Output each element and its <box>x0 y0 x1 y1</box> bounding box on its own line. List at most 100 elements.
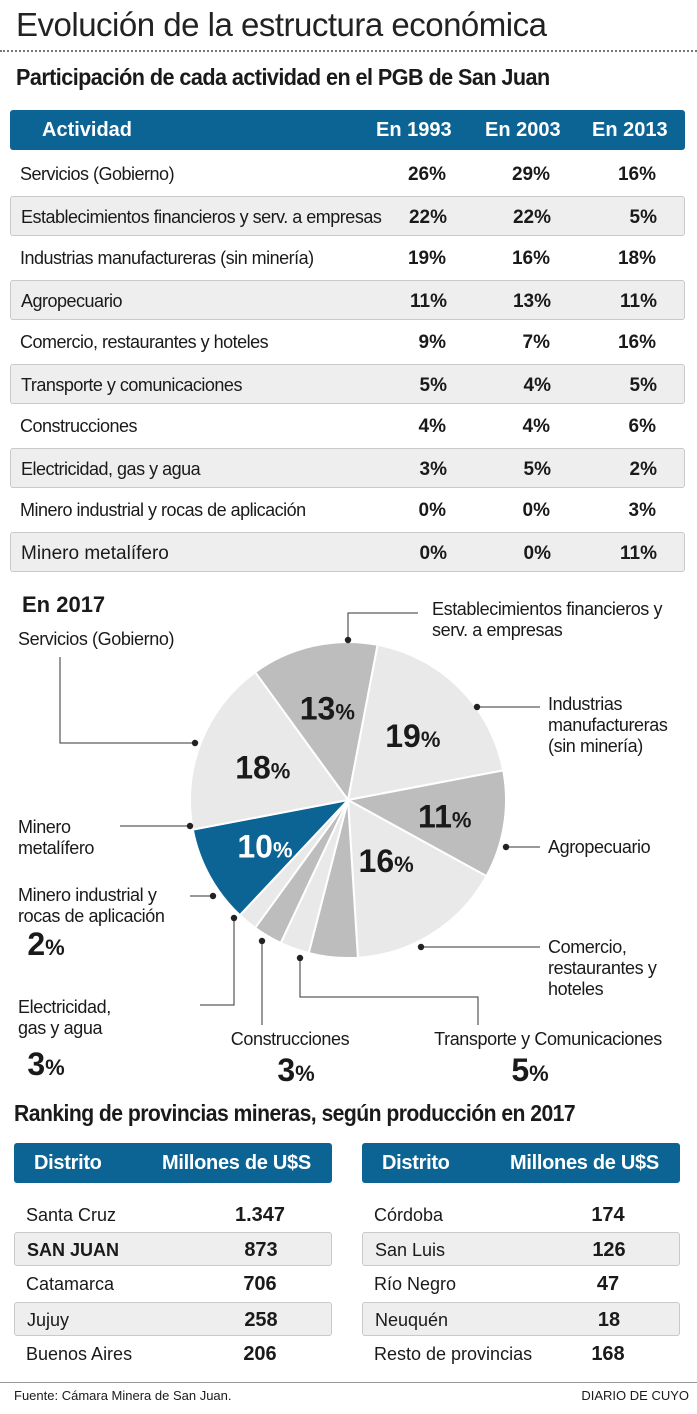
ranking-row: Córdoba 174 <box>362 1198 680 1232</box>
table-row: Servicios (Gobierno) 26% 29% 16% <box>10 154 685 194</box>
value-1993: 3% <box>419 459 447 480</box>
value-2003: 7% <box>522 332 550 353</box>
district-name: Jujuy <box>27 1310 70 1330</box>
pie-title: En 2017 <box>22 592 106 617</box>
value-2013: 18% <box>617 248 656 269</box>
activity-name: Comercio, restaurantes y hoteles <box>20 332 269 352</box>
value-1993: 0% <box>418 500 446 521</box>
table-row: Establecimientos financieros y serv. a e… <box>10 196 685 236</box>
table-header: Actividad En 1993 En 2003 En 2013 <box>10 110 685 150</box>
ranking-header-right: Distrito Millones de U$S <box>362 1143 680 1183</box>
district-name: Río Negro <box>374 1274 457 1294</box>
activity-name: Minero metalífero <box>21 543 169 564</box>
ranking-row: San Luis 126 <box>362 1232 680 1266</box>
pie-slice-mmet <box>191 798 351 917</box>
leader-dot-cons <box>258 937 266 945</box>
value-2003: 5% <box>523 459 551 480</box>
slice-value-ind: 19% <box>385 718 440 754</box>
slice-label-com: Comercio, restaurantes y hoteles <box>548 937 657 999</box>
slice-value-mmet: 10% <box>237 829 292 865</box>
slice-value-agro: 11% <box>418 798 471 834</box>
column-header-district: Distrito <box>382 1152 450 1174</box>
value-2003: 16% <box>511 248 550 269</box>
value-1993: 22% <box>408 207 447 228</box>
activity-name: Servicios (Gobierno) <box>20 164 175 184</box>
value-2013: 2% <box>629 459 657 480</box>
slice-value-cons: 3% <box>277 1052 314 1088</box>
slice-label-fin: Establecimientos financieros y serv. a em… <box>432 599 663 640</box>
ranking-row: Jujuy 258 <box>14 1302 332 1336</box>
column-header-1993: En 1993 <box>376 119 452 141</box>
leader-dot-mmet <box>186 822 194 830</box>
leader-dot-trans <box>296 954 304 962</box>
source-note: Fuente: Cámara Minera de San Juan. <box>14 1388 232 1403</box>
value-2013: 11% <box>620 543 657 564</box>
table-row: Industrias manufactureras (sin minería) 1… <box>10 238 685 278</box>
table-row: Agropecuario 11% 13% 11% <box>10 280 685 320</box>
slice-value-elec: 3% <box>27 1046 64 1082</box>
ranking-row: Resto de provincias 168 <box>362 1337 680 1371</box>
value-1993: 5% <box>419 375 447 396</box>
leader-dot-ind <box>473 703 481 711</box>
value-2003: 0% <box>522 500 550 521</box>
column-header-activity: Actividad <box>42 119 133 141</box>
district-name: San Luis <box>375 1240 446 1260</box>
slice-label-elec: Electricidad, gas y agua <box>18 997 111 1038</box>
value-2013: 5% <box>629 375 657 396</box>
value-2013: 11% <box>620 291 657 312</box>
slice-label-agro: Agropecuario <box>548 837 651 857</box>
pie-slice-com <box>346 798 488 959</box>
district-value: 168 <box>591 1343 625 1365</box>
brand-logo: DIARIO DE CUYO <box>581 1388 689 1403</box>
district-name: Catamarca <box>26 1274 115 1294</box>
leader-dot-com <box>417 943 425 951</box>
table-row: Minero industrial y rocas de aplicación 0… <box>10 490 685 530</box>
activity-name: Establecimientos financieros y serv. a e… <box>21 207 382 227</box>
leader-dot-agro <box>502 843 510 851</box>
table-row: Transporte y comunicaciones 5% 4% 5% <box>10 364 685 404</box>
value-2013: 3% <box>628 500 656 521</box>
leader-dot-serv <box>191 739 199 747</box>
district-value: 174 <box>591 1204 625 1226</box>
ranking-row: Río Negro 47 <box>362 1267 680 1301</box>
district-name: Buenos Aires <box>26 1344 133 1364</box>
district-value: 18 <box>597 1309 621 1331</box>
slice-value-serv: 18% <box>235 749 290 785</box>
leader-line-trans <box>299 958 479 1025</box>
column-header-2013: En 2013 <box>592 119 668 141</box>
table-row: Comercio, restaurantes y hoteles 9% 7% 16% <box>10 322 685 362</box>
value-1993: 11% <box>410 291 447 312</box>
district-name: Córdoba <box>374 1205 444 1225</box>
district-value: 206 <box>243 1343 277 1365</box>
value-2003: 22% <box>512 207 551 228</box>
table-row: Electricidad, gas y agua 3% 5% 2% <box>10 448 685 488</box>
leader-dot-mind <box>209 892 217 900</box>
ranking-row: SAN JUAN 873 <box>14 1232 332 1266</box>
column-header-district: Distrito <box>34 1152 102 1174</box>
pie-chart: Establecimientos financieros y serv. a em… <box>18 599 668 1088</box>
value-1993: 26% <box>407 164 446 185</box>
district-name: Neuquén <box>375 1310 449 1330</box>
district-value: 706 <box>243 1273 277 1295</box>
value-2013: 16% <box>617 332 656 353</box>
footer-divider <box>0 1382 697 1383</box>
district-name: Resto de provincias <box>374 1344 533 1364</box>
ranking-row: Buenos Aires 206 <box>14 1337 332 1371</box>
ranking-row: Neuquén 18 <box>362 1302 680 1336</box>
leader-dot-fin <box>344 636 352 644</box>
pie-slice-ind <box>346 643 505 802</box>
slice-value-trans: 5% <box>511 1052 548 1088</box>
column-header-2003: En 2003 <box>485 119 561 141</box>
activity-name: Industrias manufactureras (sin minería) <box>20 248 314 268</box>
value-2013: 5% <box>629 207 657 228</box>
ranking-row: Santa Cruz 1.347 <box>14 1198 332 1232</box>
column-header-millions: Millones de U$S <box>162 1152 311 1174</box>
activity-name: Electricidad, gas y agua <box>21 459 201 479</box>
slice-label-trans: Transporte y Comunicaciones <box>434 1029 662 1049</box>
activity-name: Minero industrial y rocas de aplicación <box>20 500 306 520</box>
pie-slice-fin <box>253 641 379 803</box>
activity-name: Agropecuario <box>21 291 123 311</box>
leader-line-fin <box>347 612 418 640</box>
ranking-title: Ranking de provincias mineras, según pro… <box>14 1100 576 1126</box>
value-2003: 4% <box>522 416 550 437</box>
